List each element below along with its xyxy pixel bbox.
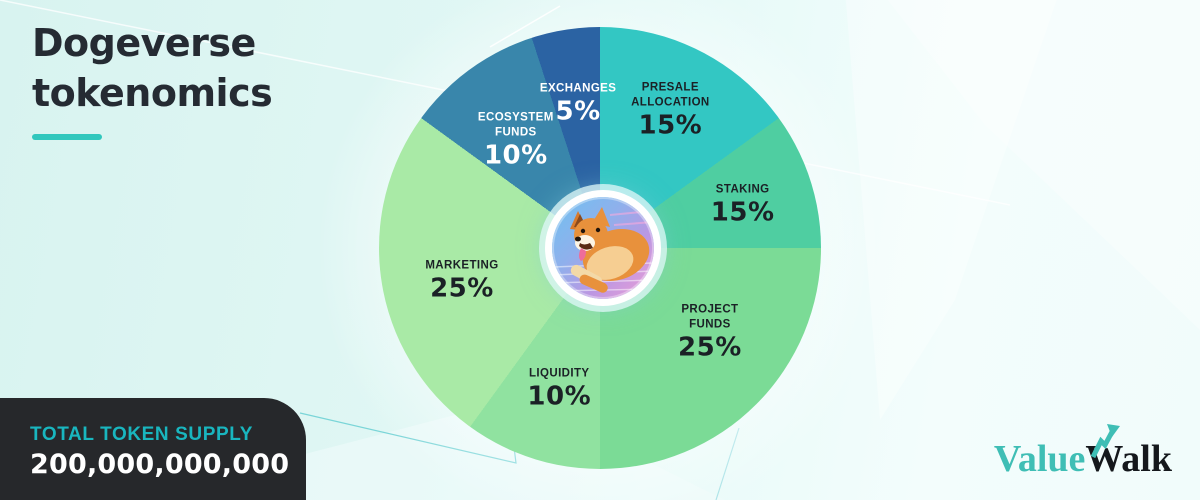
title-underline (32, 134, 102, 140)
title-block: Dogeverse tokenomics (32, 18, 273, 140)
shiba-inu-illustration (552, 197, 654, 299)
segment-percentage: 5% (555, 96, 601, 127)
total-supply-badge: TOTAL TOKEN SUPPLY 200,000,000,000 (0, 398, 306, 500)
title-line-1: Dogeverse (32, 21, 256, 65)
segment-name: ECOSYSTEM FUNDS (477, 110, 554, 138)
segment-name: MARKETING (425, 259, 499, 272)
segment-name: EXCHANGES (539, 82, 617, 95)
segment-percentage: 10% (483, 139, 548, 170)
valuewalk-logo: ValueWalk (993, 424, 1172, 480)
pie-segment-label: STAKING 15% (711, 182, 775, 227)
logo-bolt-icon (1090, 424, 1120, 458)
segment-percentage: 15% (710, 197, 775, 228)
pie-segment-label: MARKETING 25% (425, 258, 498, 303)
pie-segment-label: PROJECT FUNDS 25% (678, 302, 742, 361)
segment-percentage: 25% (430, 273, 494, 304)
pie-segment-label: EXCHANGES 5% (540, 81, 616, 126)
pie-segment-label: ECOSYSTEM FUNDS 10% (478, 110, 554, 169)
page-title: Dogeverse tokenomics (32, 18, 273, 118)
title-line-2: tokenomics (32, 71, 273, 115)
segment-percentage: 15% (638, 110, 703, 141)
total-supply-value: 200,000,000,000 (30, 449, 290, 480)
deco-polygon (887, 0, 1200, 330)
segment-percentage: 10% (527, 381, 592, 412)
deco-polygon (845, 0, 1057, 420)
segment-name: PRESALE ALLOCATION (631, 81, 710, 109)
segment-name: STAKING (715, 183, 770, 196)
center-dog-image (545, 190, 661, 306)
segment-name: PROJECT FUNDS (681, 303, 739, 331)
total-supply-label: TOTAL TOKEN SUPPLY (30, 424, 254, 445)
pie-segment-label: LIQUIDITY 10% (527, 366, 591, 411)
logo-part-value: Value (993, 438, 1086, 480)
pie-segment-label: PRESALE ALLOCATION 15% (631, 80, 710, 139)
segment-name: LIQUIDITY (529, 367, 590, 380)
segment-percentage: 25% (678, 332, 742, 363)
